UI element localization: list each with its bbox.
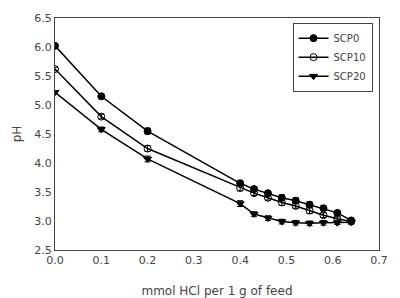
svg-text:5.0: 5.0	[34, 99, 52, 112]
svg-text:0.3: 0.3	[185, 254, 203, 267]
svg-text:SCP0: SCP0	[334, 33, 360, 44]
svg-text:6.0: 6.0	[34, 41, 52, 54]
svg-text:5.5: 5.5	[34, 70, 52, 83]
svg-text:6.5: 6.5	[34, 12, 52, 25]
svg-text:3.5: 3.5	[34, 186, 52, 199]
svg-text:4.5: 4.5	[34, 128, 52, 141]
svg-text:pH: pH	[10, 126, 24, 143]
svg-text:0.1: 0.1	[93, 254, 111, 267]
svg-text:SCP20: SCP20	[334, 71, 366, 82]
svg-text:4.0: 4.0	[34, 157, 52, 170]
svg-text:SCP10: SCP10	[334, 52, 366, 63]
svg-text:2.5: 2.5	[34, 244, 52, 257]
svg-text:0.2: 0.2	[139, 254, 157, 267]
svg-text:0.0: 0.0	[46, 254, 64, 267]
svg-text:0.4: 0.4	[231, 254, 249, 267]
svg-text:0.5: 0.5	[278, 254, 296, 267]
svg-text:3.0: 3.0	[34, 215, 52, 228]
svg-text:mmol HCl per 1 g of feed: mmol HCl per 1 g of feed	[141, 284, 292, 298]
svg-text:0.6: 0.6	[324, 254, 342, 267]
svg-text:0.7: 0.7	[370, 254, 388, 267]
